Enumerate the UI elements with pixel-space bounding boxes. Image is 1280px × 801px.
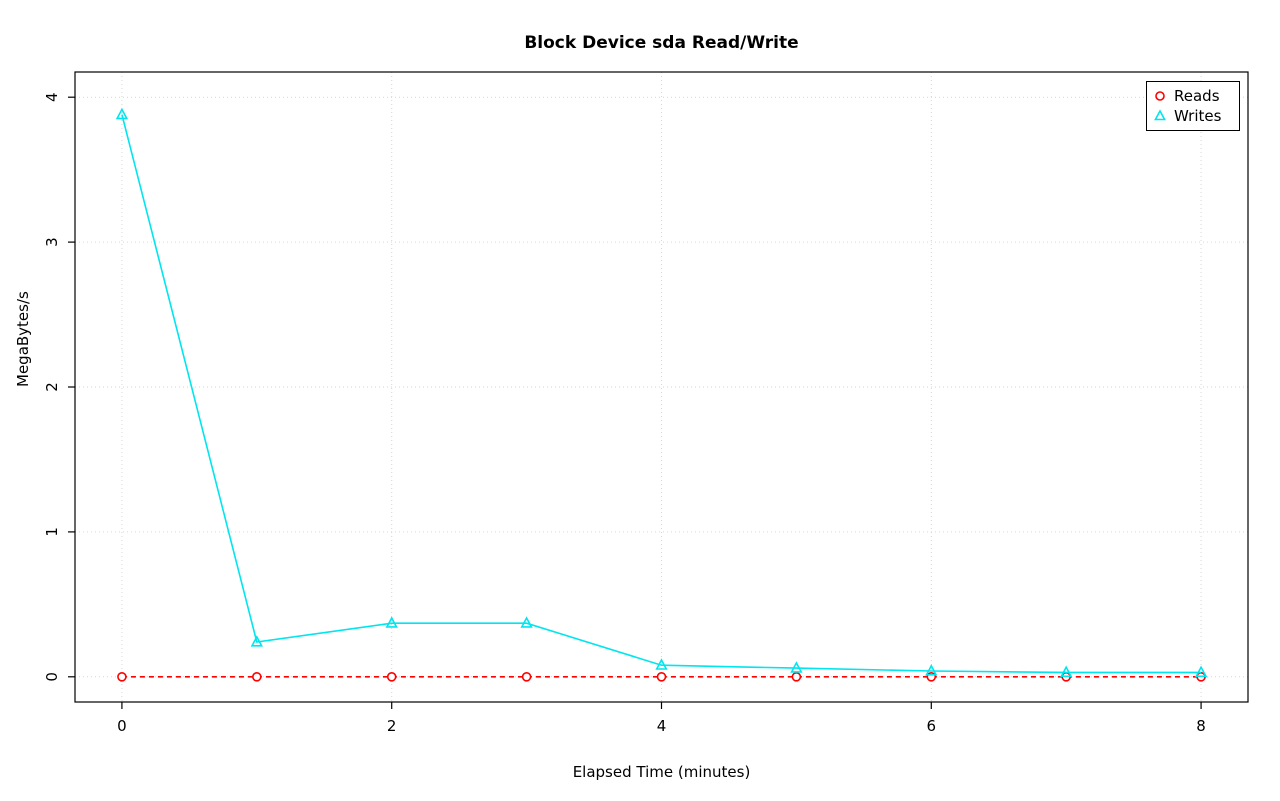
data-point-writes bbox=[385, 616, 398, 628]
x-tick-label: 2 bbox=[387, 717, 397, 735]
x-axis-label: Elapsed Time (minutes) bbox=[572, 763, 751, 781]
x-tick-label: 8 bbox=[1196, 717, 1206, 735]
data-point-reads bbox=[386, 671, 397, 682]
data-point-reads bbox=[656, 671, 667, 682]
data-point-writes bbox=[925, 664, 938, 676]
data-point-reads bbox=[521, 671, 532, 682]
data-point-writes bbox=[520, 616, 533, 628]
data-point-writes bbox=[1060, 665, 1073, 678]
data-point-reads bbox=[252, 671, 262, 682]
legend: Reads Writes bbox=[1146, 81, 1240, 131]
x-tick-label: 6 bbox=[927, 717, 937, 735]
data-point-writes bbox=[790, 661, 803, 673]
chart-title: Block Device sda Read/Write bbox=[524, 33, 799, 53]
reads-circle-icon bbox=[1155, 91, 1165, 101]
plot-border bbox=[74, 71, 1249, 703]
x-tick-label: 0 bbox=[117, 717, 127, 735]
data-point-reads bbox=[117, 671, 127, 682]
data-point-reads bbox=[926, 671, 937, 682]
y-tick-label: 2 bbox=[43, 382, 61, 392]
data-point-reads bbox=[791, 671, 802, 682]
y-tick-label: 1 bbox=[43, 527, 61, 537]
x-tick-label: 4 bbox=[657, 717, 667, 735]
y-tick-label: 3 bbox=[43, 237, 61, 247]
legend-item-writes: Writes bbox=[1153, 106, 1233, 126]
legend-item-reads: Reads bbox=[1153, 86, 1233, 106]
writes-triangle-icon bbox=[1154, 109, 1166, 121]
data-point-writes bbox=[250, 635, 263, 647]
y-tick-label: 4 bbox=[43, 92, 61, 102]
legend-label-reads: Reads bbox=[1174, 87, 1220, 105]
legend-label-writes: Writes bbox=[1174, 107, 1222, 125]
data-point-writes bbox=[655, 658, 668, 670]
y-tick-label: 0 bbox=[43, 672, 61, 682]
data-point-writes bbox=[115, 107, 129, 120]
series-line-writes bbox=[121, 114, 1202, 674]
data-point-writes bbox=[1194, 665, 1208, 678]
